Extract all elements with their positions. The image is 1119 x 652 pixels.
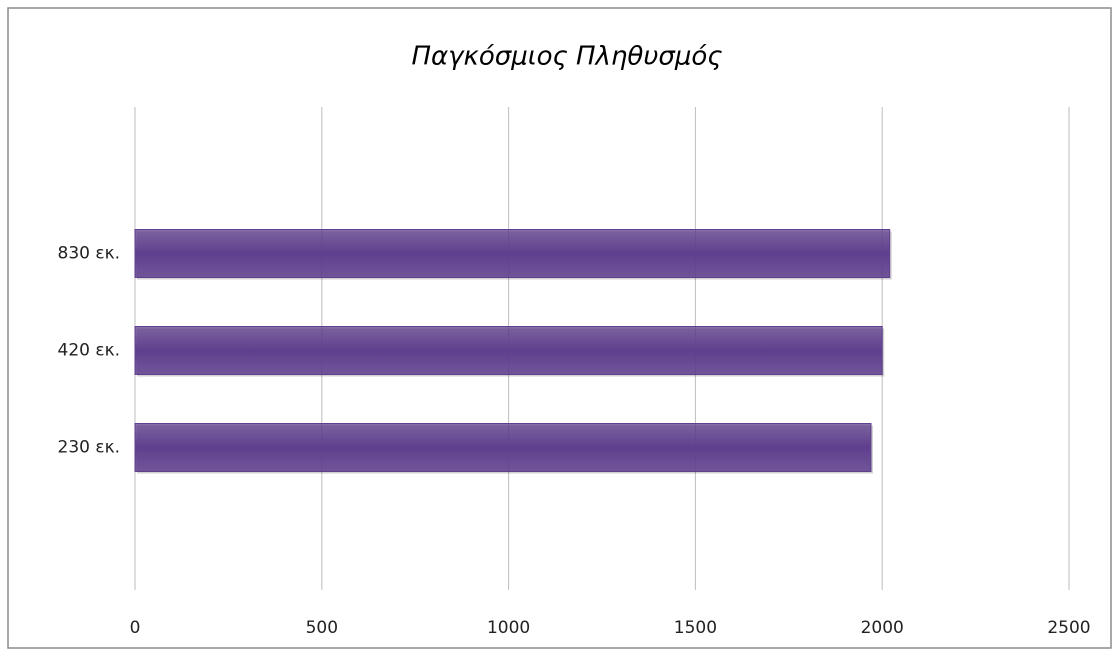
bar [134, 423, 872, 472]
x-tick-label: 2500 [1047, 618, 1090, 638]
y-tick-label: 830 εκ. [58, 244, 120, 264]
x-tick-label: 0 [130, 618, 141, 638]
x-tick-label: 500 [306, 618, 338, 638]
x-tick-label: 1500 [674, 618, 717, 638]
bar [134, 229, 891, 278]
x-tick-label: 2000 [861, 618, 904, 638]
y-tick-label: 420 εκ. [58, 341, 120, 361]
bars [134, 229, 892, 474]
bar [134, 326, 883, 375]
y-tick-label: 230 εκ. [58, 438, 120, 458]
chart-title: Παγκόσμιος Πληθυσμός [411, 42, 722, 72]
x-tick-label: 1000 [487, 618, 530, 638]
